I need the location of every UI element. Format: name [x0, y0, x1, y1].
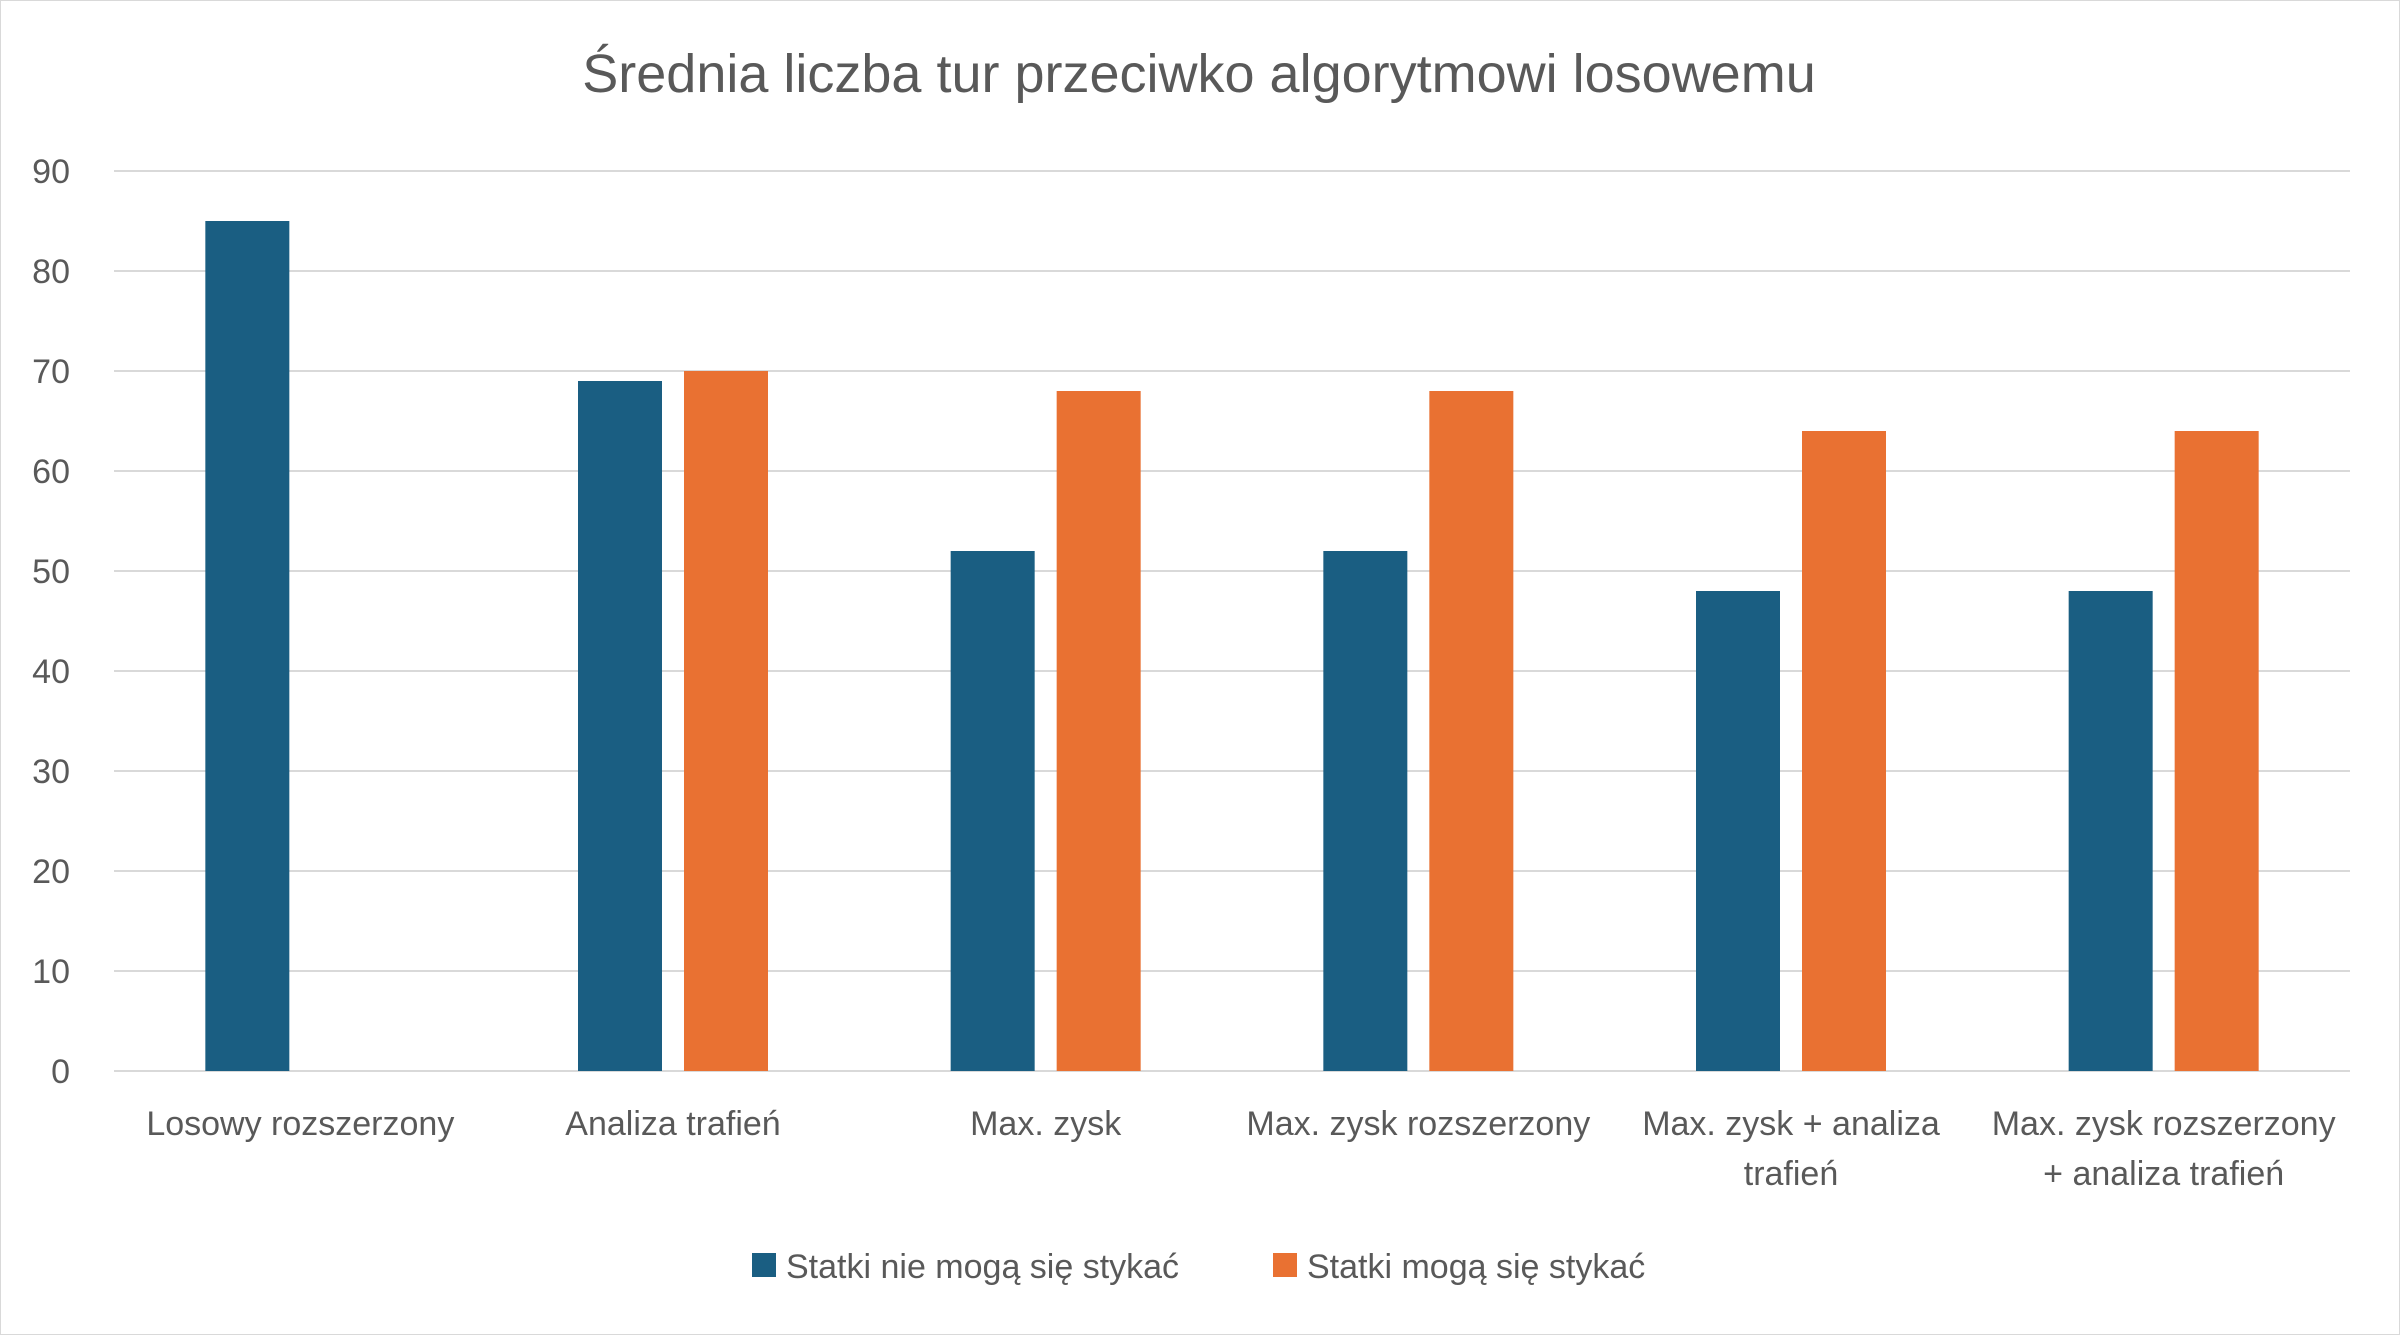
bar-series1-3	[950, 551, 1035, 1071]
bar-series2-3	[1056, 391, 1141, 1071]
x-category-label: Max. zysk + analiza trafień	[1642, 1105, 1940, 1193]
bar-series1-6	[2068, 591, 2153, 1071]
legend-swatch-1	[752, 1253, 776, 1277]
bar-series2-6	[2174, 431, 2259, 1071]
legend: Statki nie mogą się stykać Statki mogą si…	[752, 1248, 1645, 1286]
y-tick-label: 40	[32, 653, 70, 691]
x-axis-categories: Losowy rozszerzony Analiza trafień Max. zy…	[146, 1105, 2335, 1193]
y-tick-label: 60	[32, 453, 70, 491]
x-category-label: Max. zysk rozszerzony + analiza trafień	[1992, 1105, 2336, 1193]
y-tick-label: 20	[32, 853, 70, 891]
y-tick-label: 90	[32, 153, 70, 191]
x-category-label: Losowy rozszerzony	[146, 1105, 454, 1143]
bar-series1-5	[1696, 591, 1780, 1071]
bar-series1-4	[1323, 551, 1408, 1071]
y-tick-label: 80	[32, 253, 70, 291]
y-tick-label: 30	[32, 753, 70, 791]
y-axis-ticks: 0 10 20 30 40 50 60 70 80 90	[32, 153, 70, 1091]
bar-series2-4	[1429, 391, 1514, 1071]
x-category-label: Max. zysk rozszerzony	[1246, 1105, 1590, 1143]
x-category-label: Analiza trafień	[565, 1105, 780, 1143]
legend-label-2: Statki mogą się stykać	[1307, 1248, 1645, 1286]
y-tick-label: 70	[32, 353, 70, 391]
bars	[205, 221, 2259, 1071]
chart-title: Średnia liczba tur przeciwko algorytmowi…	[582, 43, 1815, 104]
legend-swatch-2	[1273, 1253, 1297, 1277]
bar-series2-5	[1802, 431, 1886, 1071]
bar-series1-2	[578, 381, 662, 1071]
bar-series2-2	[684, 371, 768, 1071]
y-tick-label: 50	[32, 553, 70, 591]
bar-series1-1	[205, 221, 290, 1071]
legend-label-1: Statki nie mogą się stykać	[786, 1248, 1179, 1286]
y-tick-label: 0	[51, 1053, 70, 1091]
gridlines	[114, 170, 2350, 1072]
y-tick-label: 10	[32, 953, 70, 991]
x-category-label: Max. zysk	[970, 1105, 1122, 1143]
